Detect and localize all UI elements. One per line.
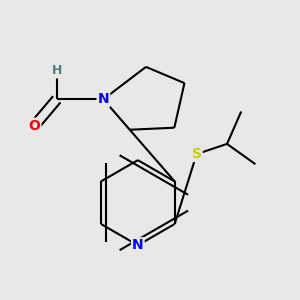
Text: N: N <box>98 92 109 106</box>
Text: H: H <box>52 64 62 77</box>
Text: O: O <box>28 119 40 133</box>
Text: S: S <box>192 147 202 161</box>
Text: N: N <box>132 238 144 252</box>
